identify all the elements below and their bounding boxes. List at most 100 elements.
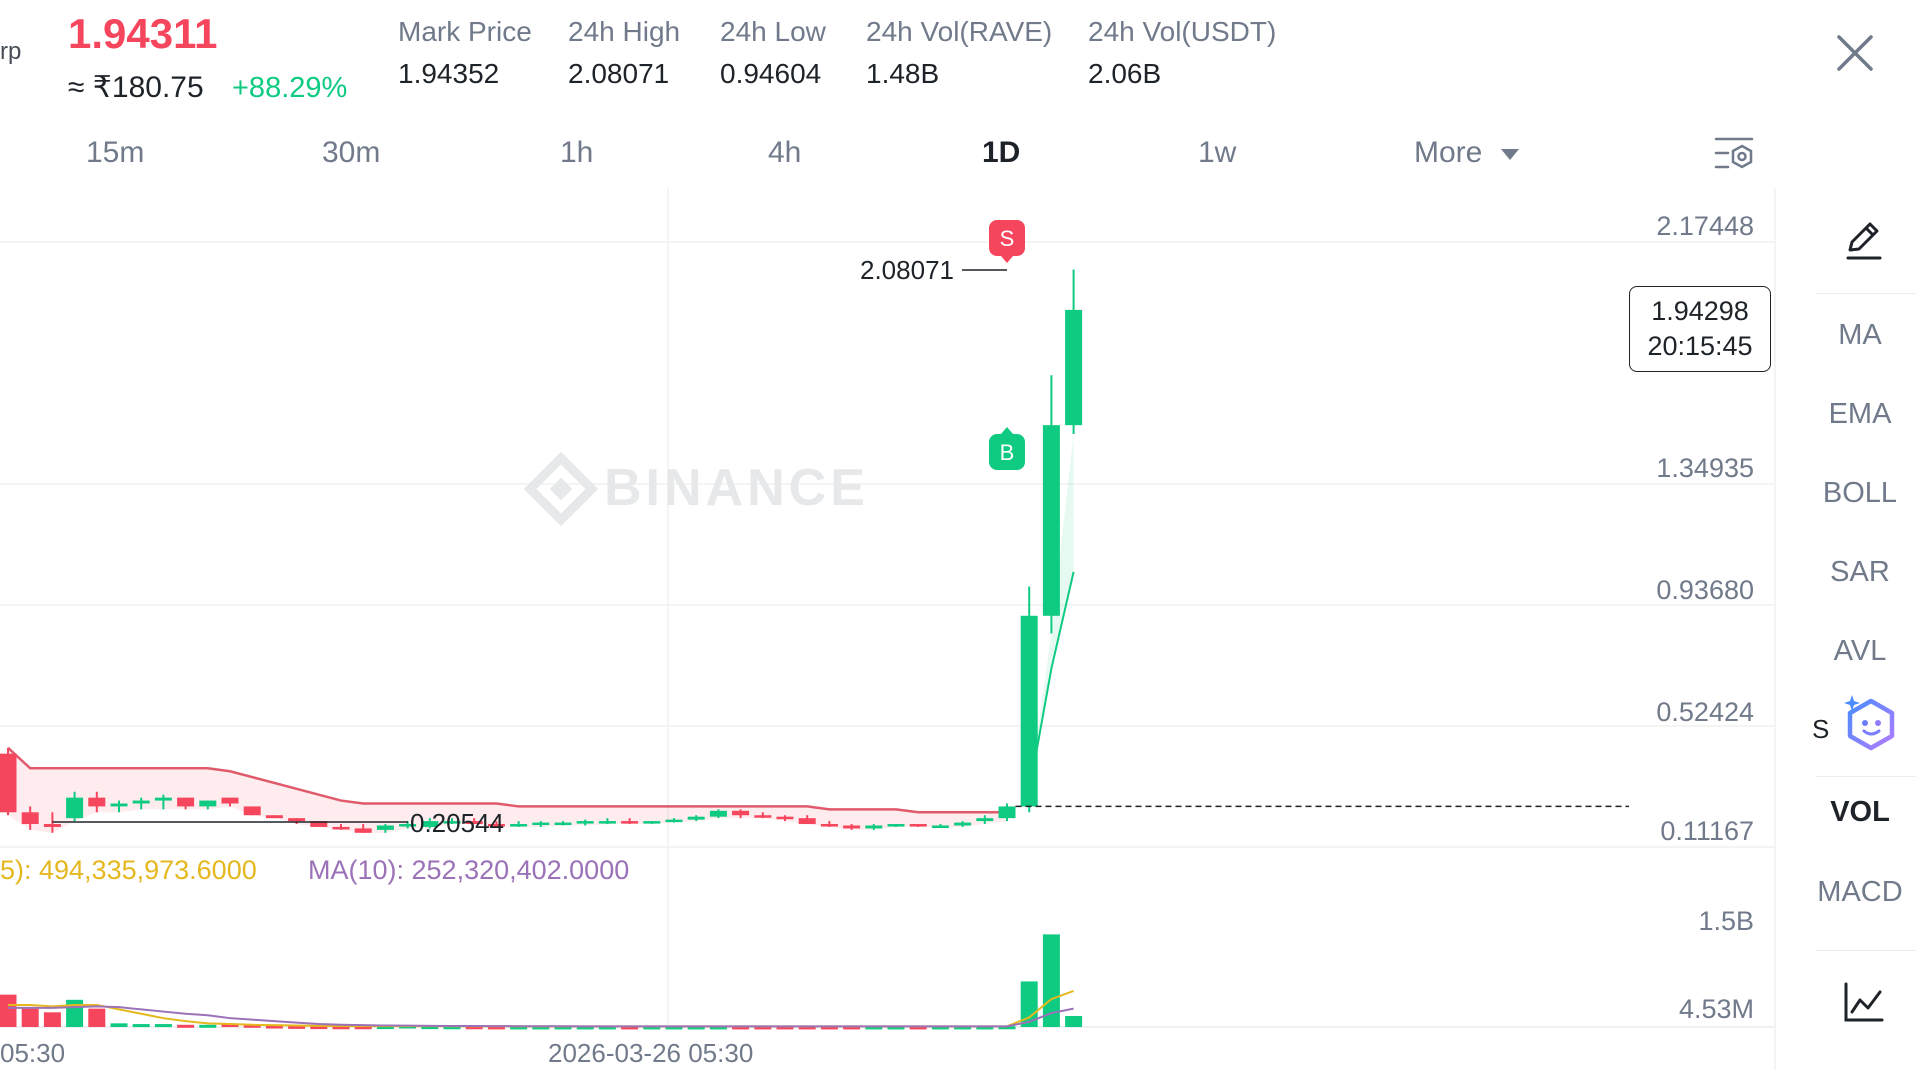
candle-body	[909, 824, 927, 827]
tab-1d[interactable]: 1D	[982, 136, 1021, 169]
candle-body	[221, 797, 239, 804]
candle-body	[643, 821, 661, 824]
volume-bar	[332, 1026, 350, 1030]
indicator-ma[interactable]: MA	[1838, 319, 1882, 351]
volume-bar	[732, 1026, 750, 1030]
volume-bar	[1065, 1015, 1083, 1027]
sar-line	[7, 746, 1007, 814]
volume-bar	[487, 1026, 505, 1030]
close-icon[interactable]	[1834, 32, 1876, 74]
volume-bar	[598, 1026, 616, 1030]
volume-bar	[1020, 981, 1038, 1027]
volume-ma10-line	[8, 1005, 1074, 1028]
candle-body	[998, 806, 1016, 819]
volume-axis-label: 1.5B	[1698, 906, 1754, 936]
candle-body	[288, 818, 306, 822]
indicator-avl[interactable]: AVL	[1833, 635, 1887, 667]
candle-body	[532, 822, 550, 826]
volume-bar	[443, 1026, 461, 1030]
candle-body	[0, 753, 17, 813]
tab-15m[interactable]: 15m	[86, 136, 145, 169]
candle-body	[665, 819, 683, 823]
tab-30m[interactable]: 30m	[322, 136, 381, 169]
price-axis-label: 0.11167	[1660, 816, 1754, 846]
price-axis-label: 2.17448	[1656, 211, 1754, 241]
price-axis-label: 1.34935	[1656, 453, 1754, 483]
pair-name-fragment: rp	[0, 38, 22, 65]
candle-body	[154, 797, 172, 801]
buy-signal-label: B	[1000, 440, 1015, 465]
candle-body	[621, 821, 639, 824]
candle-body	[1042, 425, 1060, 616]
volume-bar	[998, 1026, 1016, 1030]
last-price-tag: 1.94298 20:15:45	[1629, 286, 1771, 372]
line-chart-icon[interactable]	[1842, 980, 1886, 1024]
candle-body	[177, 797, 195, 807]
stat-label-24h-high: 24h High	[568, 16, 681, 47]
candle-body	[887, 824, 905, 827]
tab-4h[interactable]: 4h	[768, 136, 802, 169]
watermark-diamond-center	[549, 477, 573, 501]
more-dropdown[interactable]: More	[1414, 136, 1519, 170]
trend-line	[1028, 571, 1075, 792]
stat-value-24h-vol-quote: 2.06B	[1088, 58, 1162, 89]
sidebar-peek-text: S	[1812, 714, 1830, 744]
watermark-diamond	[523, 451, 599, 527]
volume-bar	[820, 1026, 838, 1030]
volume-ma5-line	[8, 990, 1074, 1028]
volume-bar	[798, 1026, 816, 1030]
volume-bar	[754, 1026, 772, 1030]
ai-assistant-icon[interactable]	[1840, 693, 1902, 755]
candle-body	[598, 821, 616, 824]
volume-bar	[66, 999, 84, 1027]
tab-1h[interactable]: 1h	[560, 136, 594, 169]
volume-bar	[954, 1026, 972, 1030]
indicator-boll[interactable]: BOLL	[1822, 477, 1898, 509]
volume-bar	[865, 1026, 883, 1030]
candle-body	[332, 826, 350, 830]
volume-bar	[687, 1026, 705, 1030]
buy-signal-marker: B	[989, 427, 1025, 470]
caret-down-icon	[1500, 148, 1519, 160]
candle-body	[199, 800, 217, 807]
indicator-sar[interactable]: SAR	[1830, 556, 1890, 588]
candle-body	[843, 825, 861, 829]
candle-body	[310, 821, 328, 827]
candle-body	[43, 824, 61, 827]
volume-bar	[887, 1026, 905, 1030]
pencil-icon[interactable]	[1842, 218, 1886, 262]
candle-body	[1065, 309, 1083, 426]
volume-bar	[177, 1024, 195, 1028]
fiat-price: ≈ ₹180.75	[68, 71, 204, 104]
candle-body	[931, 825, 949, 828]
trend-fill	[1029, 433, 1074, 792]
watermark-binance: BINANCE	[604, 459, 869, 517]
volume-bar	[110, 1023, 128, 1027]
stat-label-24h-low: 24h Low	[720, 16, 826, 47]
indicator-macd[interactable]: MACD	[1817, 876, 1903, 908]
stat-label-24h-vol-quote: 24h Vol(USDT)	[1088, 16, 1277, 47]
candle-body	[865, 825, 883, 829]
tab-1w[interactable]: 1w	[1198, 136, 1237, 169]
candle-body	[954, 822, 972, 826]
candle-body	[732, 810, 750, 816]
candle-body	[687, 816, 705, 820]
volume-bar	[931, 1026, 949, 1030]
volume-bar	[288, 1025, 306, 1029]
sell-signal-bg	[989, 220, 1025, 256]
time-axis-label: 2026-03-26 05:30	[548, 1038, 754, 1068]
volume-bar	[243, 1024, 261, 1028]
indicator-ema[interactable]: EMA	[1828, 398, 1892, 430]
chart-settings-icon[interactable]	[1714, 134, 1756, 174]
candle-body	[21, 812, 39, 825]
volume-bar	[465, 1026, 483, 1030]
buy-signal-bg	[989, 434, 1025, 470]
volume-bar	[88, 1008, 106, 1027]
volume-bar	[43, 1012, 61, 1027]
volume-bar	[843, 1026, 861, 1030]
volume-bar	[532, 1026, 550, 1030]
indicator-vol[interactable]: VOL	[1830, 796, 1890, 828]
stat-value-24h-low: 0.94604	[720, 58, 822, 89]
candle-body	[376, 825, 394, 830]
